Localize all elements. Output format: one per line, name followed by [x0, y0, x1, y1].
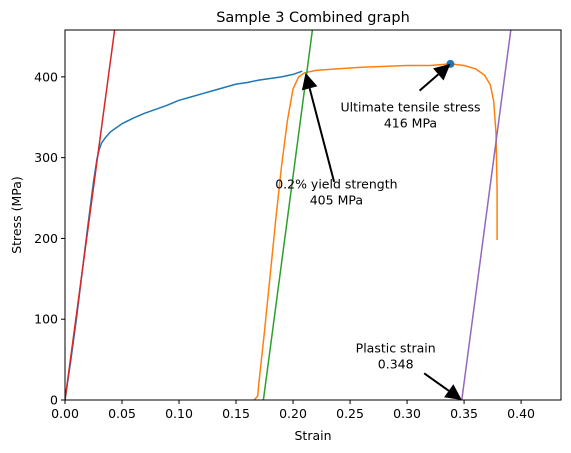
annotation-arrow-head-3: [444, 384, 462, 400]
x-tick-label: 0.40: [507, 406, 535, 421]
x-axis-label: Strain: [294, 428, 331, 443]
annotation-label-3: Plastic strain 0.348: [356, 340, 436, 371]
y-tick-label: 0: [50, 393, 58, 408]
y-tick-label: 100: [34, 312, 58, 327]
x-tick-label: 0.00: [51, 406, 79, 421]
series-line-4: [65, 30, 116, 400]
x-tick-label: 0.35: [450, 406, 478, 421]
x-tick-label: 0.20: [279, 406, 307, 421]
plot-frame: [64, 29, 562, 401]
annotation-arrow-head-2: [301, 72, 318, 91]
annotation-arrow-shaft-3: [423, 372, 450, 392]
x-tick-label: 0.25: [336, 406, 364, 421]
y-tick-label: 400: [34, 69, 58, 84]
annotation-arrow-shaft-1: [418, 73, 439, 92]
x-tick-label: 0.05: [108, 406, 136, 421]
annotation-label-2: 0.2% yield strength 405 MPa: [275, 176, 397, 207]
series-line-2: [253, 63, 498, 400]
x-axis-ticks: 0.00 0.05 0.10 0.15 0.20 0.25 0.30 0.35 0.40: [51, 400, 535, 421]
series-line-3: [262, 30, 314, 400]
annotation-label-1: Ultimate tensile stress 416 MPa: [340, 100, 480, 131]
y-axis-label: Stress (MPa): [9, 176, 24, 254]
series-layer: [65, 30, 512, 400]
x-tick-label: 0.10: [165, 406, 193, 421]
y-axis-ticks: 0 100 200 300 400: [34, 69, 65, 408]
annotation-arrow-head-1: [433, 63, 451, 81]
annotation-layer: Ultimate tensile stress 416 MPa 0.2% yield…: [275, 63, 481, 400]
chart-title: Sample 3 Combined graph: [216, 10, 410, 26]
series-line-5: [461, 30, 512, 400]
x-tick-label: 0.15: [222, 406, 250, 421]
series-line-1: [65, 70, 303, 400]
y-tick-label: 300: [34, 150, 58, 165]
x-tick-label: 0.30: [393, 406, 421, 421]
y-tick-label: 200: [34, 231, 58, 246]
annotation-arrow-shaft-2: [308, 88, 336, 183]
